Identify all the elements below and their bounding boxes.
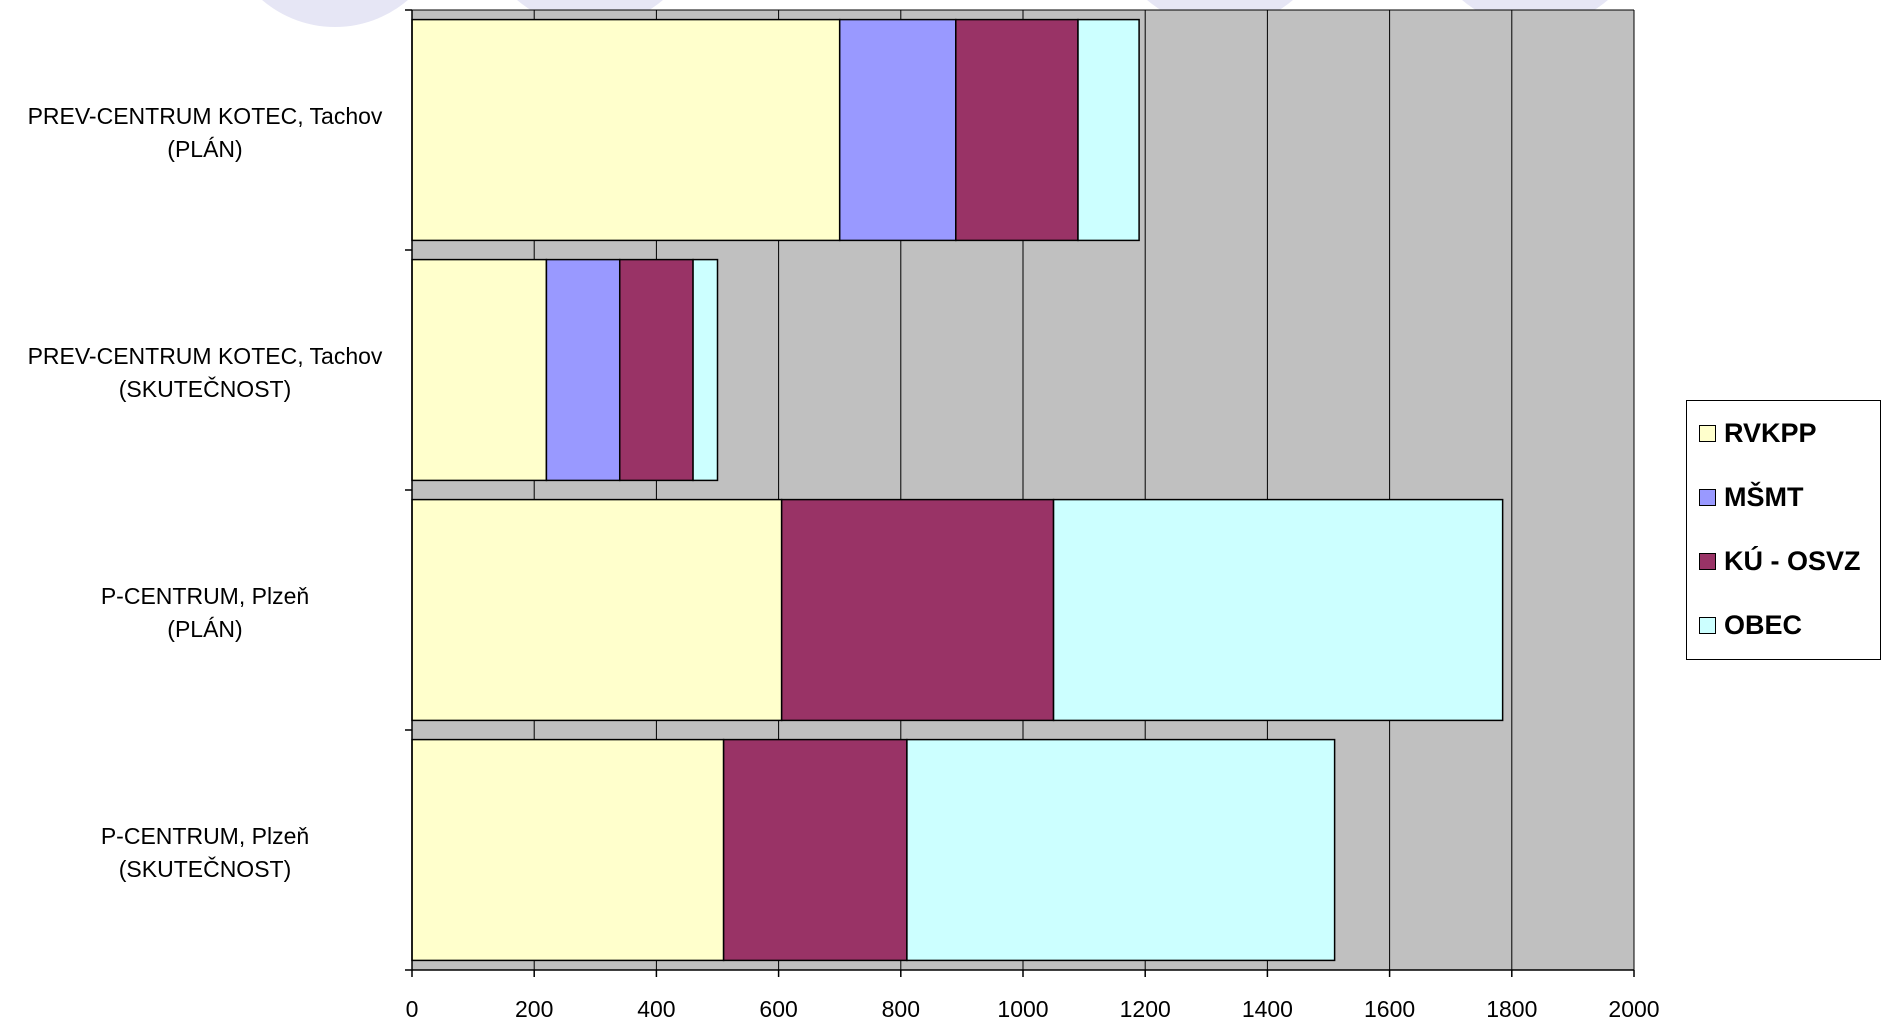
axes [405, 9, 1635, 977]
legend-item-rvkpp: RVKPP [1699, 413, 1817, 453]
x-tick-label: 600 [759, 996, 797, 1022]
legend-label-obec: OBEC [1724, 609, 1803, 640]
bar-rvkpp [411, 18, 841, 242]
category-label-line1: P-CENTRUM, Plzeň [101, 583, 309, 609]
legend-label-ku-osvz: KÚ - OSVZ [1724, 545, 1861, 576]
category-labels: PREV-CENTRUM KOTEC, Tachov (PLÁN) PREV-CEN… [28, 103, 383, 882]
category-label-line2: (SKUTEČNOST) [119, 855, 292, 882]
legend-label-rvkpp: RVKPP [1724, 417, 1817, 448]
category-label-line1: PREV-CENTRUM KOTEC, Tachov [28, 343, 383, 369]
bar-obec [906, 738, 1336, 962]
category-label-line2: (SKUTEČNOST) [119, 375, 292, 402]
bar-msmt [545, 258, 621, 482]
bar-ku-osvz [618, 258, 694, 482]
x-tick-label: 1800 [1486, 996, 1537, 1022]
x-tick-label: 1600 [1364, 996, 1415, 1022]
bar-msmt [838, 18, 957, 242]
bar-rvkpp [411, 258, 548, 482]
category-label-line1: P-CENTRUM, Plzeň [101, 823, 309, 849]
legend-swatch-rvkpp [1699, 424, 1716, 442]
legend-swatch-ku-osvz [1699, 552, 1716, 570]
x-tick-label: 200 [515, 996, 553, 1022]
bar-ku-osvz [955, 18, 1079, 242]
legend-item-obec: OBEC [1699, 605, 1802, 645]
legend-swatch-obec [1699, 616, 1716, 634]
legend-label-msmt: MŠMT [1724, 481, 1804, 512]
x-tick-label: 1200 [1120, 996, 1171, 1022]
bar-ku-osvz [722, 738, 908, 962]
x-tick-labels: 0 200 400 600 800 1000 1200 1400 1600 1800 2000 [406, 996, 1660, 1022]
bars [411, 18, 1504, 962]
x-tick-label: 800 [882, 996, 920, 1022]
bar-ku-osvz [780, 498, 1055, 722]
x-tick-label: 2000 [1608, 996, 1659, 1022]
x-tick-label: 0 [406, 996, 419, 1022]
x-tick-label: 1400 [1242, 996, 1293, 1022]
legend-item-msmt: MŠMT [1699, 477, 1803, 517]
legend: RVKPP MŠMT KÚ - OSVZ OBEC [1686, 400, 1881, 660]
bar-rvkpp [411, 498, 783, 722]
bar-rvkpp [411, 738, 725, 962]
bar-obec [692, 258, 719, 482]
category-label-line2: (PLÁN) [167, 616, 242, 642]
legend-swatch-msmt [1699, 488, 1716, 506]
legend-item-ku-osvz: KÚ - OSVZ [1699, 541, 1861, 581]
category-label-line1: PREV-CENTRUM KOTEC, Tachov [28, 103, 383, 129]
x-tick-label: 1000 [997, 996, 1048, 1022]
x-tick-label: 400 [637, 996, 675, 1022]
category-label-line2: (PLÁN) [167, 136, 242, 162]
bar-obec [1052, 498, 1504, 722]
bar-obec [1077, 18, 1140, 242]
